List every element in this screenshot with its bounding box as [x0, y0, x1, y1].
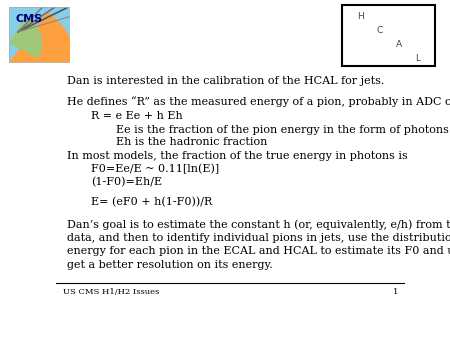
Text: H: H: [357, 12, 364, 21]
Text: Eh is the hadronic fraction: Eh is the hadronic fraction: [116, 137, 267, 147]
Text: F0=Ee/E ~ 0.11[ln(E)]: F0=Ee/E ~ 0.11[ln(E)]: [91, 164, 220, 174]
Text: L: L: [415, 54, 420, 63]
Text: In most models, the fraction of the true energy in photons is: In most models, the fraction of the true…: [67, 151, 407, 161]
Text: US CMS H1/H2 Issues: US CMS H1/H2 Issues: [63, 289, 159, 296]
Text: Dan’s goal is to estimate the constant h (or, equivalently, e/h) from test beam: Dan’s goal is to estimate the constant h…: [67, 219, 450, 230]
Text: data, and then to identify individual pions in jets, use the distribution of the: data, and then to identify individual pi…: [67, 233, 450, 243]
Text: 1: 1: [393, 289, 398, 296]
Text: CMS: CMS: [15, 14, 42, 24]
Text: (1-F0)=Eh/E: (1-F0)=Eh/E: [91, 176, 162, 187]
Wedge shape: [9, 17, 42, 58]
Text: get a better resolution on its energy.: get a better resolution on its energy.: [67, 260, 272, 270]
Text: Dan is interested in the calibration of the HCAL for jets.: Dan is interested in the calibration of …: [67, 76, 384, 86]
Text: R = e Ee + h Eh: R = e Ee + h Eh: [91, 111, 183, 121]
Text: Ee is the fraction of the pion energy in the form of photons: Ee is the fraction of the pion energy in…: [116, 125, 448, 135]
Text: E= (eF0 + h(1-F0))/R: E= (eF0 + h(1-F0))/R: [91, 197, 212, 208]
Text: C: C: [377, 26, 383, 35]
Wedge shape: [9, 12, 76, 63]
Text: energy for each pion in the ECAL and HCAL to estimate its F0 and use this to: energy for each pion in the ECAL and HCA…: [67, 246, 450, 256]
Text: He defines “R” as the measured energy of a pion, probably in ADC counts: He defines “R” as the measured energy of…: [67, 96, 450, 107]
Text: A: A: [396, 40, 402, 49]
